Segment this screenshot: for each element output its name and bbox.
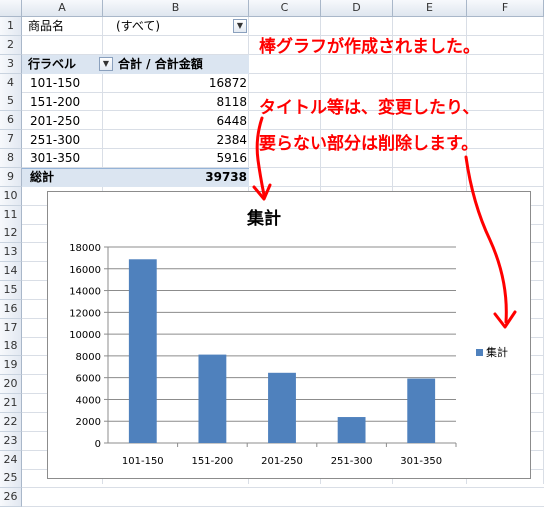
- row-header-3[interactable]: 3: [0, 54, 22, 74]
- row-header-12[interactable]: 12: [0, 224, 22, 244]
- pivot-filter-label: 商品名: [28, 19, 65, 33]
- row-header-13[interactable]: 13: [0, 243, 22, 263]
- select-all-corner[interactable]: [0, 0, 22, 17]
- row-header-17[interactable]: 17: [0, 318, 22, 338]
- column-header-e[interactable]: E: [393, 0, 467, 17]
- row-header-7[interactable]: 7: [0, 130, 22, 150]
- y-tick-label: 16000: [69, 265, 101, 276]
- pivot-total-label: 総計: [30, 170, 55, 184]
- bar-251-300: [337, 417, 366, 443]
- row-header-18[interactable]: 18: [0, 337, 22, 357]
- row-gridline: [22, 129, 544, 131]
- row-header-20[interactable]: 20: [0, 375, 22, 395]
- pivot-row-label[interactable]: 101-150: [30, 76, 81, 90]
- pivot-value-header: 合計 / 合計金額: [118, 57, 203, 71]
- y-tick-label: 10000: [69, 330, 101, 341]
- x-tick-label: 251-300: [331, 456, 373, 467]
- x-tick-label: 201-250: [261, 456, 303, 467]
- arrow-to-title: [255, 116, 266, 197]
- row-gridline: [22, 72, 544, 74]
- bar-151-200: [198, 354, 227, 443]
- row-header-4[interactable]: 4: [0, 73, 22, 93]
- row-gridline: [22, 185, 544, 187]
- y-tick-label: 18000: [69, 243, 101, 254]
- annotation-delete-parts: 要らない部分は削除します。: [259, 134, 479, 154]
- x-tick-label: 301-350: [400, 456, 442, 467]
- row-header-24[interactable]: 24: [0, 450, 22, 470]
- y-tick-label: 4000: [76, 395, 101, 406]
- row-gridline: [22, 110, 544, 112]
- row-header-10[interactable]: 10: [0, 186, 22, 206]
- arrow-to-title-head: [252, 183, 272, 201]
- row-header-21[interactable]: 21: [0, 394, 22, 413]
- column-header-a[interactable]: A: [22, 0, 103, 17]
- row-header-26[interactable]: 26: [0, 488, 22, 507]
- pivot-total-value: 39738: [205, 170, 247, 184]
- pivot-row-label[interactable]: 301-350: [30, 151, 81, 166]
- legend-label: 集計: [486, 345, 508, 359]
- filter-dropdown-button[interactable]: ▼: [233, 19, 247, 33]
- y-tick-label: 0: [95, 439, 101, 450]
- pivot-chart[interactable]: 集計 0 2000 4000 6000 8000 10000 12000 14000 16000 1…: [47, 191, 531, 479]
- row-header-6[interactable]: 6: [0, 111, 22, 131]
- row-header-22[interactable]: 22: [0, 412, 22, 432]
- pivot-row-label[interactable]: 151-200: [30, 94, 81, 109]
- row-gridline: [22, 53, 544, 55]
- pivot-header-row: [22, 55, 249, 74]
- row-header-5[interactable]: 5: [0, 92, 22, 112]
- pivot-total-row: [22, 168, 249, 187]
- y-tick-label: 14000: [69, 287, 101, 298]
- arrow-to-legend-head: [493, 310, 517, 329]
- column-header-c[interactable]: C: [249, 0, 321, 17]
- pivot-row-label-header: 行ラベル: [28, 57, 77, 71]
- row-gridline: [22, 35, 544, 36]
- row-header-19[interactable]: 19: [0, 356, 22, 376]
- y-tick-label: 8000: [76, 352, 101, 363]
- row-label-dropdown-button[interactable]: ▼: [99, 57, 113, 71]
- chart-title: 集計: [246, 208, 281, 229]
- row-header-1[interactable]: 1: [0, 17, 22, 36]
- pivot-row-value[interactable]: 2384: [216, 132, 247, 147]
- row-header-15[interactable]: 15: [0, 280, 22, 300]
- bar-chart-svg: 集計 0 2000 4000 6000 8000 10000 12000 14000 16000 1…: [69, 208, 508, 467]
- annotation-chart-created: 棒グラフが作成されました。: [259, 37, 480, 57]
- row-header-16[interactable]: 16: [0, 299, 22, 319]
- legend-swatch: [476, 349, 483, 356]
- pivot-filter-value: (すべて): [116, 19, 161, 33]
- row-header-8[interactable]: 8: [0, 148, 22, 168]
- x-tick-label: 101-150: [122, 456, 164, 467]
- y-tick-label: 6000: [76, 374, 101, 385]
- pivot-row-value[interactable]: 16872: [208, 76, 247, 90]
- y-tick-label: 12000: [69, 308, 101, 319]
- pivot-row-label[interactable]: 201-250: [30, 113, 81, 128]
- pivot-row-value[interactable]: 6448: [216, 113, 247, 128]
- bar-101-150: [128, 259, 157, 443]
- row-header-14[interactable]: 14: [0, 262, 22, 282]
- row-header-9[interactable]: 9: [0, 167, 22, 187]
- row-header-2[interactable]: 2: [0, 35, 22, 55]
- annotation-title-change: タイトル等は、変更したり、: [259, 98, 480, 118]
- column-header-b[interactable]: B: [103, 0, 249, 17]
- x-tick-label: 151-200: [192, 456, 234, 467]
- annotation-arrows: [252, 116, 517, 329]
- bar-301-350: [407, 378, 436, 443]
- row-header-23[interactable]: 23: [0, 431, 22, 451]
- row-gridline: [22, 148, 544, 150]
- row-header-11[interactable]: 11: [0, 205, 22, 225]
- row-gridline: [22, 91, 544, 93]
- arrow-to-legend: [464, 155, 508, 324]
- y-tick-label: 2000: [76, 417, 101, 428]
- column-header-d[interactable]: D: [321, 0, 393, 17]
- pivot-row-label[interactable]: 251-300: [30, 132, 81, 147]
- row-gridline: [22, 487, 544, 489]
- row-gridline: [22, 166, 544, 168]
- bar-201-250: [268, 372, 296, 443]
- pivot-row-value[interactable]: 8118: [216, 94, 247, 109]
- pivot-row-value[interactable]: 5916: [216, 151, 247, 166]
